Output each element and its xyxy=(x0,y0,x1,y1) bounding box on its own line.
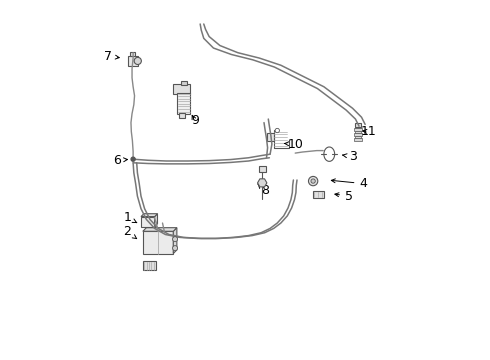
Polygon shape xyxy=(141,214,157,217)
Text: 1: 1 xyxy=(123,211,137,224)
Circle shape xyxy=(311,179,315,183)
Text: 3: 3 xyxy=(343,150,357,163)
FancyBboxPatch shape xyxy=(267,134,274,140)
Text: 9: 9 xyxy=(191,114,199,127)
FancyBboxPatch shape xyxy=(143,261,156,270)
Circle shape xyxy=(134,57,141,64)
FancyBboxPatch shape xyxy=(128,56,138,66)
FancyBboxPatch shape xyxy=(355,131,361,133)
Circle shape xyxy=(275,129,279,133)
Circle shape xyxy=(309,176,318,186)
FancyBboxPatch shape xyxy=(354,138,362,140)
Polygon shape xyxy=(173,228,177,253)
FancyBboxPatch shape xyxy=(355,126,361,128)
Text: 10: 10 xyxy=(284,138,303,150)
Text: 5: 5 xyxy=(335,190,353,203)
Text: 6: 6 xyxy=(113,154,127,167)
Circle shape xyxy=(172,237,177,242)
FancyBboxPatch shape xyxy=(141,217,155,226)
Text: 8: 8 xyxy=(258,184,269,197)
Circle shape xyxy=(172,246,177,251)
FancyBboxPatch shape xyxy=(129,52,135,56)
FancyBboxPatch shape xyxy=(354,129,362,131)
Circle shape xyxy=(131,157,135,161)
FancyBboxPatch shape xyxy=(173,84,191,94)
Text: 4: 4 xyxy=(331,177,368,190)
Text: 7: 7 xyxy=(104,50,119,63)
Text: 2: 2 xyxy=(123,225,137,239)
FancyBboxPatch shape xyxy=(179,113,186,118)
FancyBboxPatch shape xyxy=(355,136,361,138)
Polygon shape xyxy=(143,228,177,231)
Text: 11: 11 xyxy=(361,125,377,138)
FancyBboxPatch shape xyxy=(181,81,187,85)
Polygon shape xyxy=(155,214,157,226)
FancyBboxPatch shape xyxy=(355,123,361,127)
FancyBboxPatch shape xyxy=(259,166,266,172)
FancyBboxPatch shape xyxy=(143,231,173,253)
FancyBboxPatch shape xyxy=(354,134,362,135)
FancyBboxPatch shape xyxy=(313,192,324,198)
FancyBboxPatch shape xyxy=(177,93,191,114)
